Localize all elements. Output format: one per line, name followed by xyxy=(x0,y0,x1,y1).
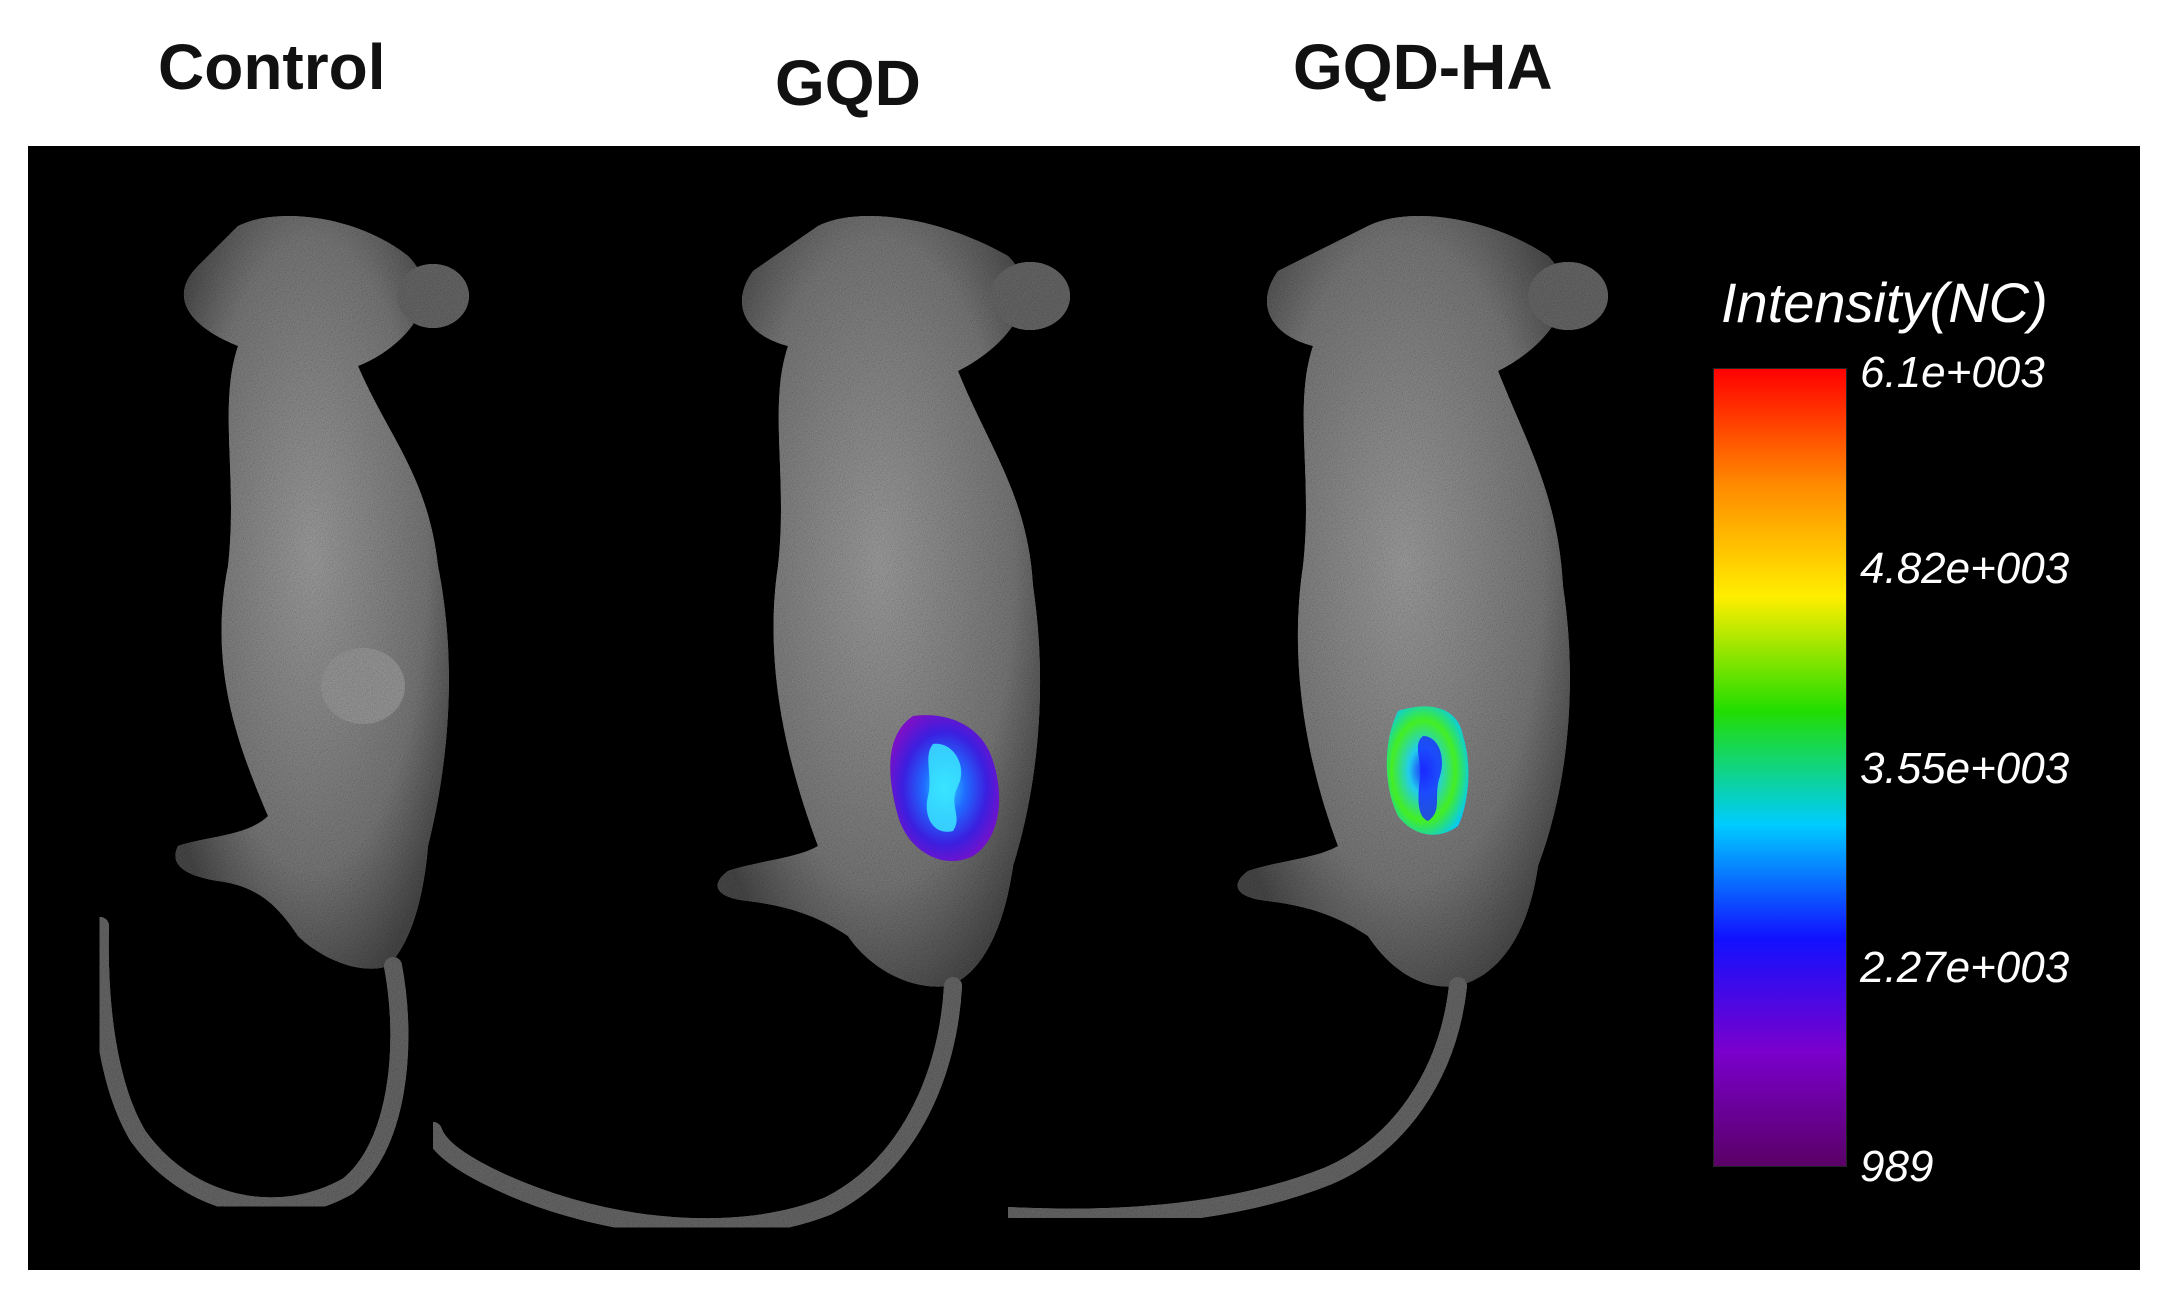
intensity-colorbar xyxy=(1713,368,1847,1167)
legend-tick-3: 3.55e+003 xyxy=(1860,744,2070,793)
label-gqd: GQD xyxy=(775,47,921,119)
mouse-control xyxy=(90,216,469,1216)
label-control: Control xyxy=(158,31,386,103)
legend-title: Intensity(NC) xyxy=(1721,271,2048,334)
legend-tick-max: 6.1e+003 xyxy=(1860,348,2045,397)
legend-tick-min: 989 xyxy=(1860,1142,1934,1191)
mice-image xyxy=(90,216,1608,1237)
fluorescence-imaging-panel: Intensity(NC) 6.1e+003 4.82e+003 3.55e+0… xyxy=(28,146,2140,1270)
mouse-gqd-ha xyxy=(999,216,1608,1227)
legend-tick-4: 2.27e+003 xyxy=(1860,943,2070,992)
label-gqd-ha: GQD-HA xyxy=(1293,31,1553,103)
mouse-gqd xyxy=(424,216,1070,1237)
legend-tick-2: 4.82e+003 xyxy=(1860,544,2070,593)
